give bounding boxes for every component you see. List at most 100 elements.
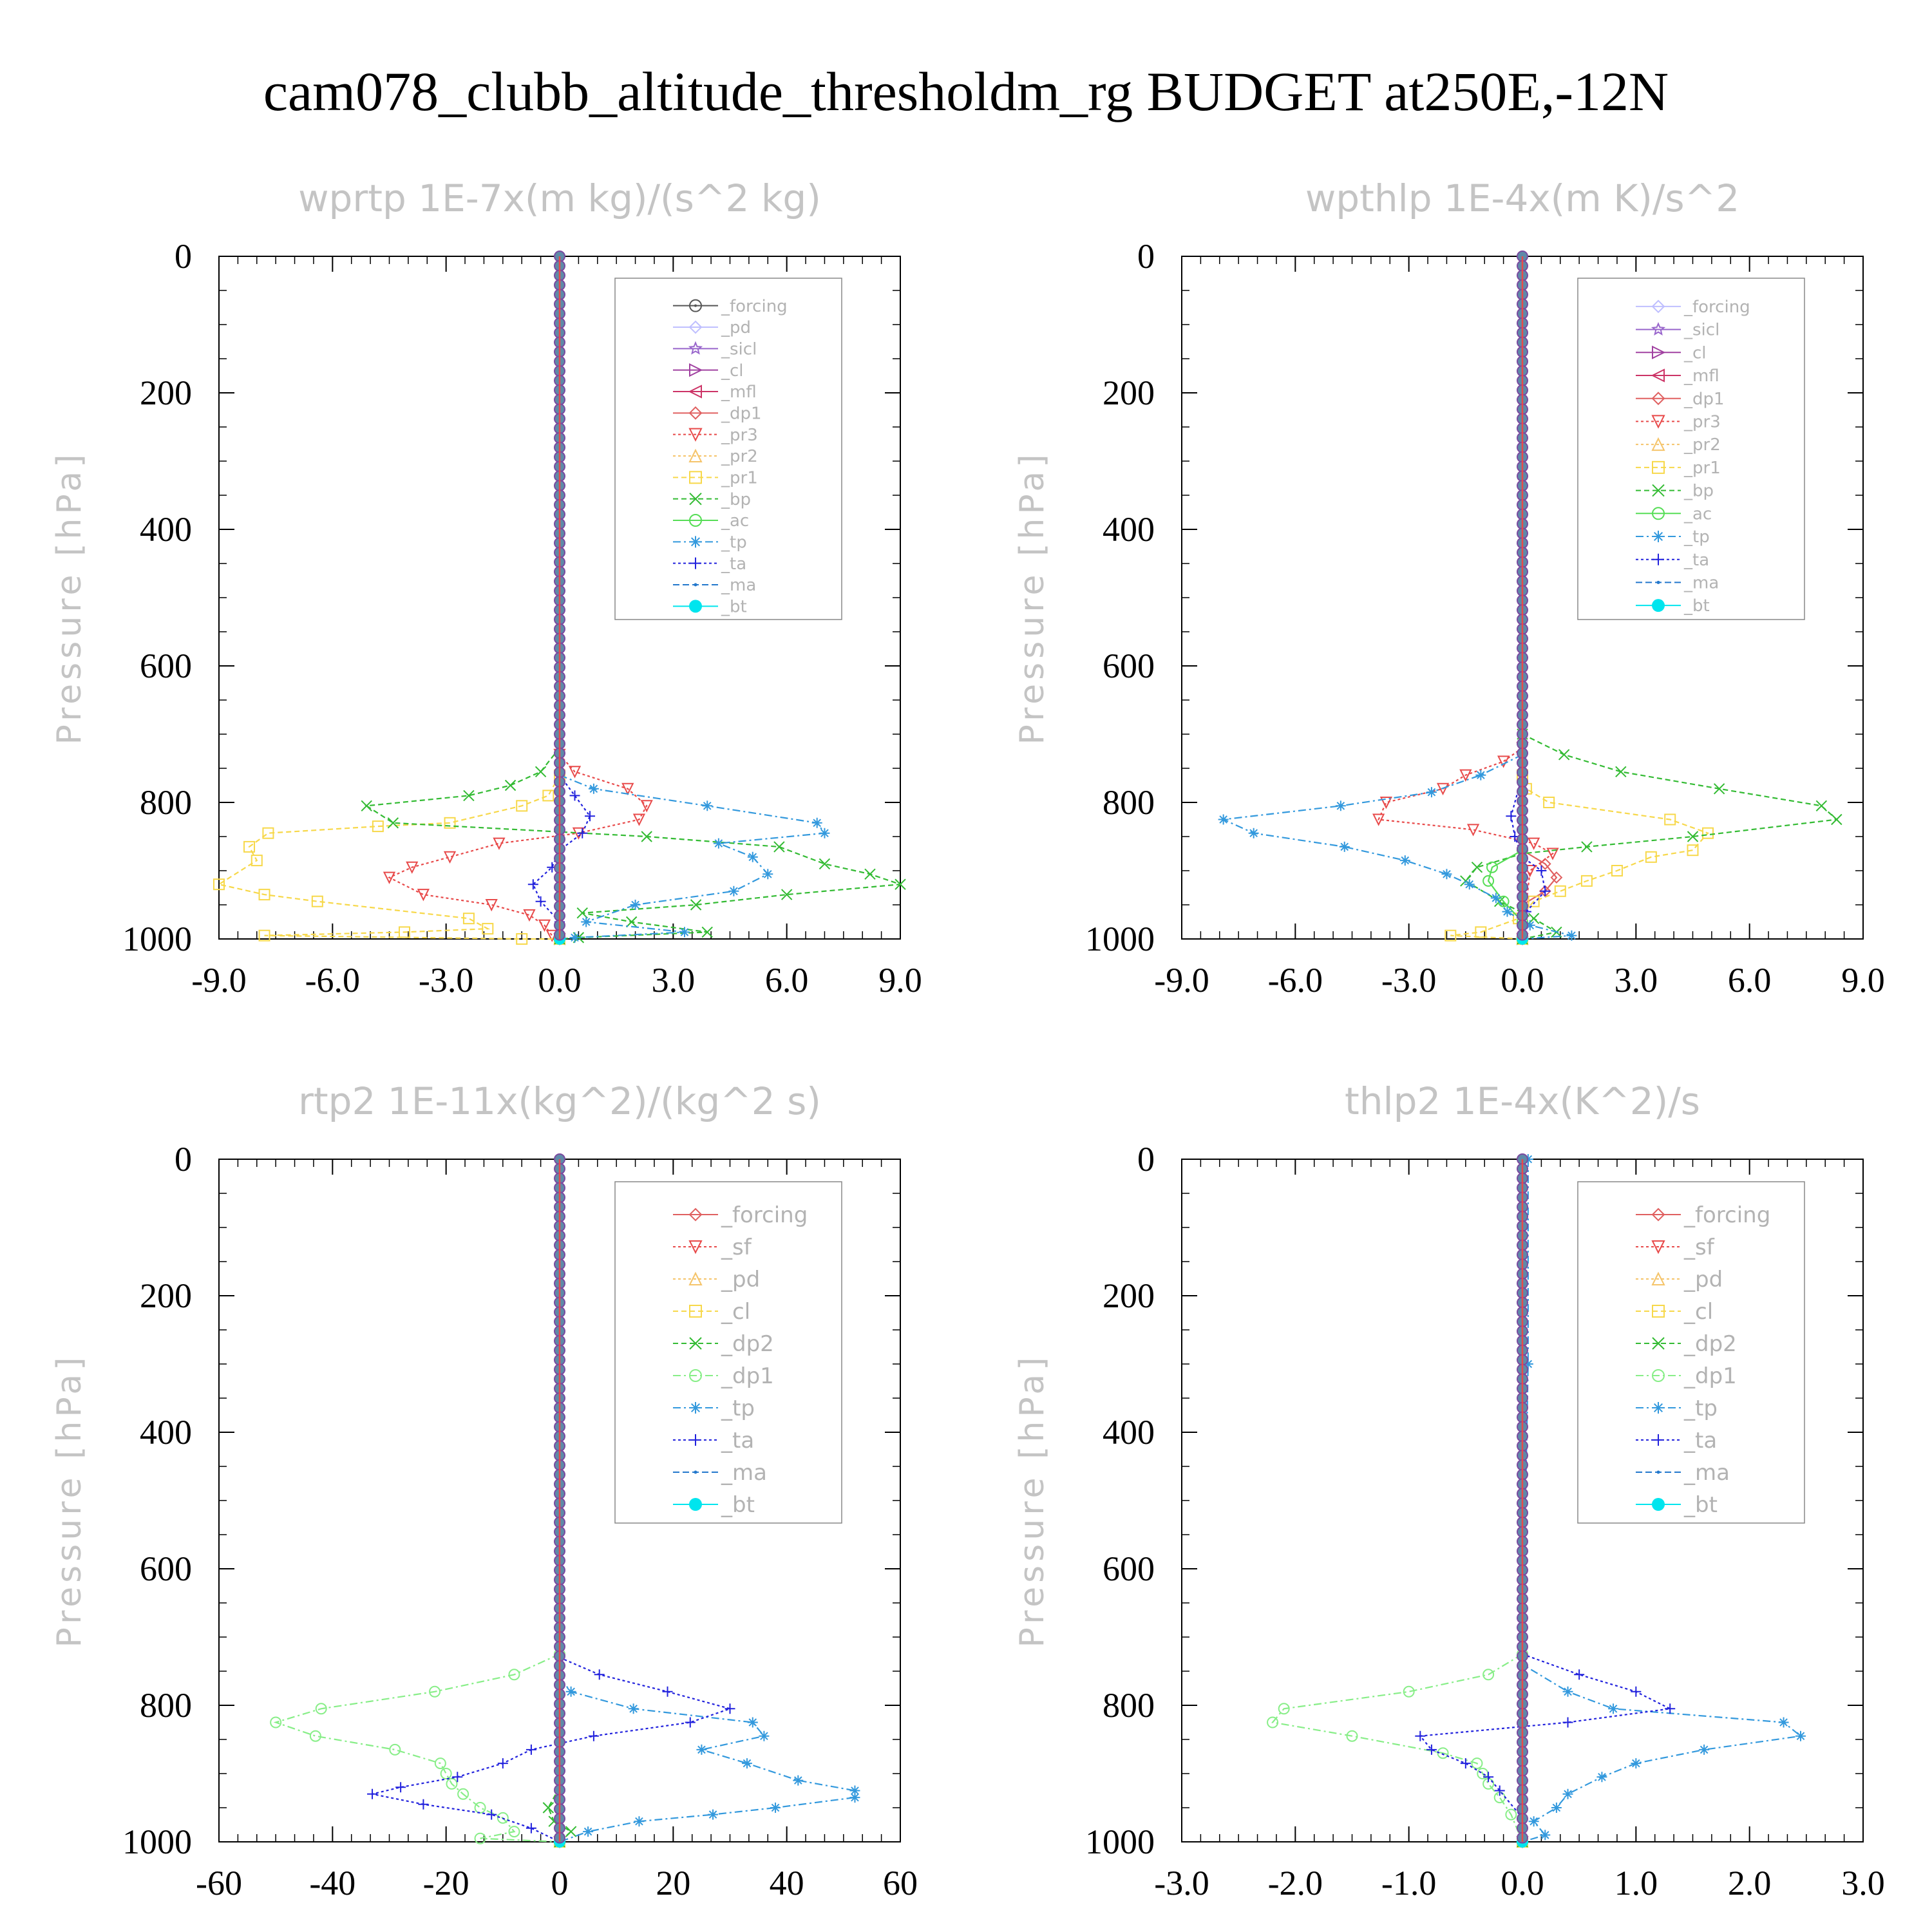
legend-box: [1577, 278, 1805, 620]
data-point: [1540, 886, 1551, 896]
chart-panel-2: wpthlp 1E-4x(m K)/s^2 Pressure [hPa] -9.0 -…: [1013, 176, 1885, 999]
data-point: [1631, 1758, 1642, 1769]
y-tick-label: 600: [1103, 647, 1155, 685]
legend-label: _pr1: [1683, 459, 1721, 478]
data-point: [1581, 841, 1593, 853]
legend-label: _dp2: [721, 1331, 774, 1357]
data-point: [1687, 831, 1699, 842]
data-point: [1218, 814, 1229, 825]
data-point: [474, 1832, 486, 1844]
data-point: [1611, 865, 1623, 876]
series-line-tp: [559, 774, 826, 940]
x-tick-label: -1.0: [1381, 1864, 1436, 1902]
data-point: [508, 1826, 520, 1838]
data-point: [759, 1730, 770, 1741]
legend-marker: [690, 1402, 701, 1414]
x-tick-label: 6.0: [1728, 961, 1772, 999]
data-point: [1665, 1703, 1676, 1714]
data-point: [446, 1777, 458, 1790]
data-point: [702, 800, 713, 811]
legend-label: _bp: [1683, 482, 1714, 501]
legend-marker: [1651, 1208, 1665, 1222]
legend-box: [1577, 1181, 1805, 1524]
x-tick-label: 9.0: [878, 961, 922, 999]
data-point: [1615, 766, 1627, 778]
y-axis-label: Pressure [hPa]: [1013, 1354, 1052, 1648]
data-point: [690, 899, 702, 911]
panel-title: wprtp 1E-7x(m kg)/(s^2 kg): [298, 176, 821, 220]
x-tick-label: -2.0: [1268, 1864, 1323, 1902]
data-point: [662, 1686, 673, 1697]
legend-label: _dp1: [721, 1363, 774, 1389]
data-point: [482, 923, 494, 935]
data-point: [762, 869, 773, 880]
data-point: [1466, 824, 1480, 837]
y-tick-label: 800: [1103, 1686, 1155, 1725]
x-tick-label: 60: [883, 1864, 918, 1902]
x-tick-label: -6.0: [305, 961, 360, 999]
legend-marker: [1651, 1240, 1665, 1255]
data-point: [819, 828, 830, 838]
y-tick-label: 0: [1137, 1140, 1155, 1179]
legend-label: _pd: [721, 318, 751, 337]
legend-label: _dp1: [1683, 1363, 1737, 1389]
legend-marker: [688, 428, 703, 442]
y-tick-label: 200: [1103, 374, 1155, 412]
legend-label: _cl: [1683, 343, 1707, 363]
data-point: [542, 790, 554, 802]
data-point: [444, 817, 456, 829]
data-point: [367, 1788, 378, 1799]
legend-label: _sicl: [1683, 321, 1719, 340]
x-tick-label: 0.0: [1501, 1864, 1544, 1902]
legend-marker: [689, 363, 703, 377]
data-point: [383, 871, 396, 884]
data-point: [641, 831, 652, 842]
data-point: [1687, 844, 1699, 857]
data-point: [1506, 811, 1517, 822]
data-point: [270, 1716, 282, 1728]
data-point: [1815, 800, 1828, 812]
data-point: [504, 779, 516, 791]
x-tick-label: 1.0: [1615, 1864, 1658, 1902]
data-point: [1596, 1772, 1607, 1783]
data-point: [361, 800, 372, 812]
data-point: [1713, 783, 1725, 795]
data-point: [542, 1802, 554, 1814]
data-point: [849, 1785, 860, 1796]
series-line-ta: [532, 774, 591, 939]
legend-marker: [689, 492, 702, 506]
data-point: [1536, 866, 1547, 876]
data-point: [770, 1803, 781, 1813]
data-point: [1831, 813, 1842, 826]
legend-marker: [1656, 1470, 1660, 1474]
legend-marker: [688, 341, 703, 355]
data-point: [1482, 1669, 1495, 1681]
x-tick-label: -20: [423, 1864, 469, 1902]
legend-label: _pr2: [721, 447, 758, 466]
x-tick-label: -9.0: [1154, 961, 1209, 999]
series-line-pr3: [1377, 747, 1555, 940]
data-point: [713, 838, 724, 849]
data-point: [1580, 875, 1593, 887]
x-tick-label: 3.0: [652, 961, 696, 999]
data-point: [493, 837, 506, 850]
data-point: [538, 919, 551, 933]
data-point: [258, 929, 270, 942]
data-point: [1543, 797, 1555, 808]
y-tick-label: 800: [140, 1686, 192, 1725]
x-tick-label: 6.0: [765, 961, 809, 999]
data-point: [811, 817, 822, 828]
data-point: [406, 861, 419, 874]
legend-label: _cl: [1683, 1299, 1713, 1325]
data-point: [819, 858, 831, 870]
data-point: [1436, 782, 1450, 796]
legend-label: _dp1: [721, 404, 762, 423]
data-point: [1546, 848, 1559, 860]
legend-marker: [689, 1305, 702, 1318]
legend-marker: [1652, 1305, 1665, 1318]
data-point: [463, 790, 475, 802]
data-point: [594, 1669, 605, 1680]
legend-label: _ta: [1683, 551, 1709, 570]
chart-panel-1: wprtp 1E-7x(m kg)/(s^2 kg) Pressure [hPa]…: [50, 176, 922, 999]
